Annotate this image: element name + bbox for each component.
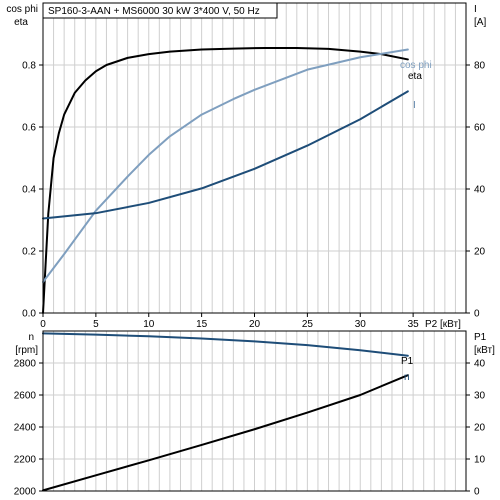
left-axis-label-n: n bbox=[28, 332, 34, 343]
left-tick-label: 2400 bbox=[14, 423, 37, 434]
left-tick-label: 2000 bbox=[14, 487, 37, 498]
i-curve bbox=[42, 90, 409, 220]
x-tick-label: 5 bbox=[93, 319, 99, 330]
right-tick-label: 0 bbox=[474, 309, 480, 320]
right-axis-label-i: I bbox=[474, 4, 477, 15]
x-tick-label: 25 bbox=[302, 319, 314, 330]
left-tick-label: 0.0 bbox=[22, 309, 36, 320]
chart-title: SP160-3-AAN + MS6000 30 kW 3*400 V, 50 H… bbox=[48, 6, 260, 17]
x-axis-label: P2 [кВт] bbox=[425, 319, 461, 330]
top-chart: 0.0 0.2 0.4 0.6 0.8 0 20 40 60 80 0 5 10 15 20 25 30 35… bbox=[6, 2, 486, 330]
right-axis-label-kw: [кВт] bbox=[474, 345, 495, 356]
p1-curve bbox=[42, 374, 409, 492]
x-tick-label: 30 bbox=[355, 319, 367, 330]
left-axis-label-eta: eta bbox=[14, 17, 28, 28]
left-tick-label: 0.8 bbox=[22, 61, 36, 72]
right-tick-label: 10 bbox=[474, 455, 486, 466]
series-label-eta: eta bbox=[408, 71, 422, 82]
x-tick-label: 20 bbox=[249, 319, 261, 330]
right-tick-label: 40 bbox=[474, 359, 486, 370]
series-label-cosphi: cos phi bbox=[400, 60, 432, 71]
right-tick-label: 20 bbox=[474, 247, 486, 258]
n-curve bbox=[42, 332, 409, 357]
left-axis-label-cosphi: cos phi bbox=[6, 4, 38, 15]
right-tick-label: 0 bbox=[474, 487, 480, 498]
left-tick-label: 0.2 bbox=[22, 247, 36, 258]
top-right-tick-labels: 0 20 40 60 80 bbox=[466, 61, 486, 320]
bottom-curves bbox=[42, 332, 409, 492]
series-label-p1: P1 bbox=[401, 356, 414, 367]
top-left-tick-labels: 0.0 0.2 0.4 0.6 0.8 bbox=[22, 61, 43, 320]
right-tick-label: 80 bbox=[474, 61, 486, 72]
right-tick-label: 60 bbox=[474, 123, 486, 134]
left-tick-label: 2200 bbox=[14, 455, 37, 466]
eta-curve bbox=[42, 46, 409, 314]
top-x-tick-labels: 0 5 10 15 20 25 30 35 bbox=[40, 313, 419, 330]
cos-phi-curve bbox=[42, 48, 409, 283]
series-label-i: I bbox=[413, 100, 416, 111]
bottom-chart: 2000 2200 2400 2600 2800 0 10 20 30 40 n [rpm] P… bbox=[14, 330, 495, 498]
right-tick-label: 20 bbox=[474, 423, 486, 434]
series-label-n: n bbox=[404, 372, 410, 383]
bottom-grid bbox=[43, 331, 466, 491]
right-axis-label-unit: [A] bbox=[474, 17, 486, 28]
x-tick-label: 35 bbox=[408, 319, 420, 330]
bottom-right-tick-labels: 0 10 20 30 40 bbox=[466, 359, 486, 498]
left-tick-label: 0.6 bbox=[22, 123, 36, 134]
x-tick-label: 0 bbox=[40, 319, 46, 330]
title-box bbox=[42, 2, 278, 19]
left-tick-label: 2600 bbox=[14, 391, 37, 402]
right-tick-label: 30 bbox=[474, 391, 486, 402]
bottom-left-tick-labels: 2000 2200 2400 2600 2800 bbox=[14, 359, 43, 498]
right-axis-label-p1: P1 bbox=[474, 332, 487, 343]
left-tick-label: 2800 bbox=[14, 359, 37, 370]
left-tick-label: 0.4 bbox=[22, 185, 36, 196]
x-tick-label: 15 bbox=[196, 319, 208, 330]
left-axis-label-rpm: [rpm] bbox=[15, 345, 38, 356]
x-tick-label: 10 bbox=[143, 319, 155, 330]
bottom-plot-frame bbox=[42, 330, 467, 492]
top-grid bbox=[43, 3, 466, 313]
right-tick-label: 40 bbox=[474, 185, 486, 196]
top-curves bbox=[42, 46, 409, 314]
